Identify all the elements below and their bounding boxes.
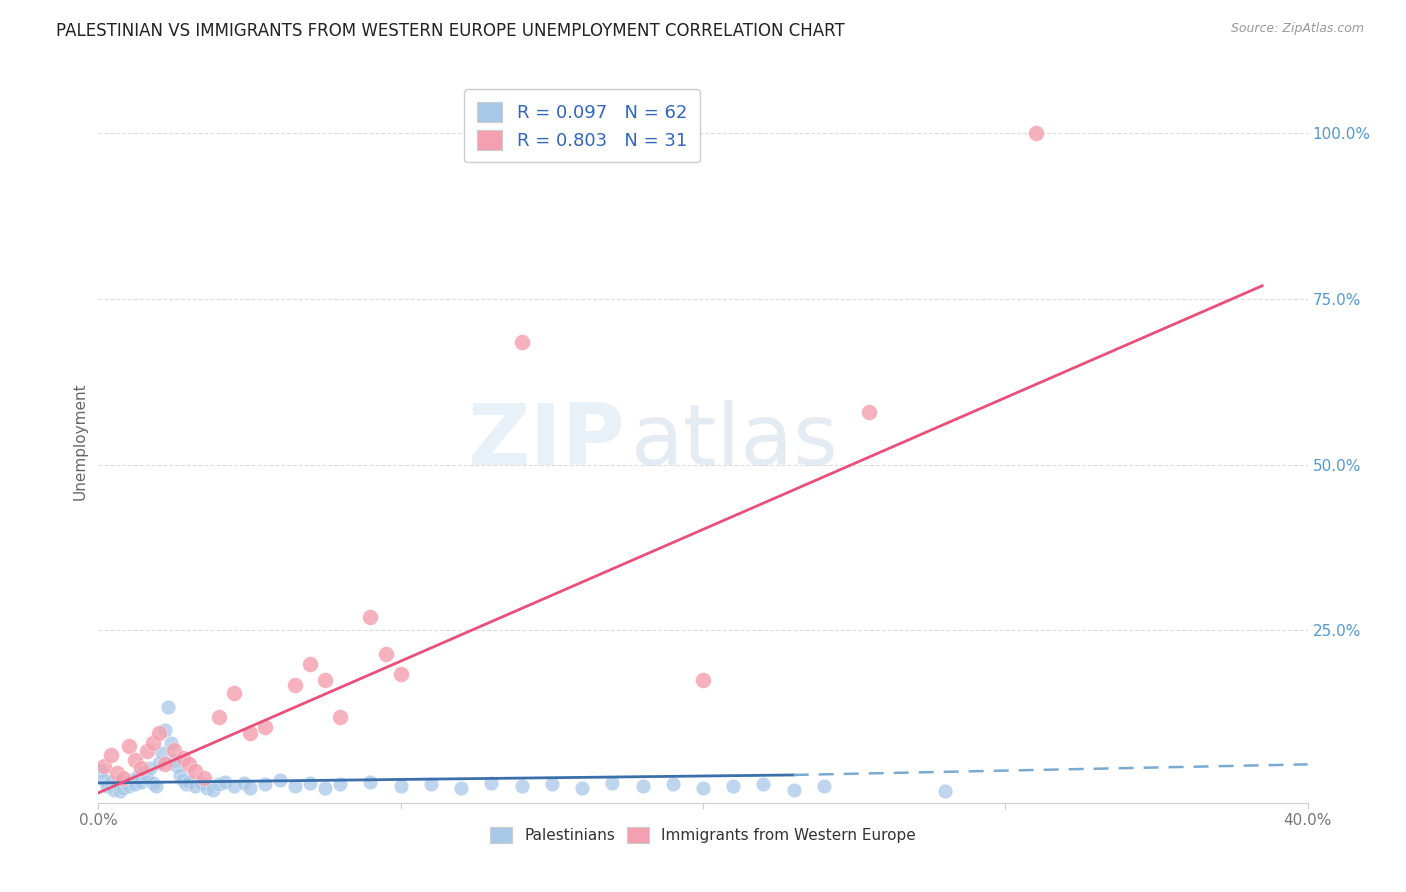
- Point: [184, 779, 207, 793]
- Point: [202, 782, 225, 797]
- Point: [172, 772, 194, 787]
- Point: [329, 777, 352, 791]
- Point: [179, 774, 201, 789]
- Point: [148, 726, 170, 740]
- Point: [118, 739, 141, 754]
- Point: [93, 759, 115, 773]
- Point: [450, 781, 472, 796]
- Point: [193, 771, 215, 785]
- Point: [389, 666, 412, 681]
- Point: [184, 764, 207, 778]
- Point: [135, 744, 157, 758]
- Point: [723, 779, 745, 793]
- Point: [132, 766, 155, 780]
- Point: [239, 726, 262, 740]
- Point: [160, 736, 183, 750]
- Point: [602, 776, 624, 790]
- Point: [100, 747, 122, 762]
- Point: [314, 673, 336, 688]
- Point: [284, 678, 307, 692]
- Point: [142, 736, 165, 750]
- Point: [163, 753, 186, 767]
- Point: [190, 776, 212, 790]
- Point: [114, 776, 136, 790]
- Point: [129, 774, 152, 789]
- Text: Source: ZipAtlas.com: Source: ZipAtlas.com: [1230, 22, 1364, 36]
- Point: [121, 772, 143, 787]
- Point: [481, 776, 503, 790]
- Point: [129, 761, 152, 775]
- Point: [374, 647, 396, 661]
- Point: [692, 673, 714, 688]
- Point: [299, 657, 322, 671]
- Point: [150, 746, 173, 760]
- Point: [208, 777, 231, 791]
- Point: [174, 777, 197, 791]
- Point: [118, 779, 141, 793]
- Point: [90, 764, 112, 778]
- Point: [145, 779, 167, 793]
- Text: atlas: atlas: [630, 400, 838, 483]
- Point: [752, 777, 775, 791]
- Text: ZIP: ZIP: [467, 400, 624, 483]
- Point: [195, 781, 218, 796]
- Point: [329, 709, 352, 723]
- Point: [253, 720, 276, 734]
- Point: [139, 761, 162, 775]
- Point: [153, 757, 176, 772]
- Point: [510, 779, 533, 793]
- Point: [214, 774, 236, 789]
- Point: [208, 709, 231, 723]
- Point: [813, 779, 835, 793]
- Point: [166, 759, 188, 773]
- Point: [153, 723, 176, 737]
- Point: [156, 699, 179, 714]
- Legend: Palestinians, Immigrants from Western Europe: Palestinians, Immigrants from Western Eu…: [484, 821, 922, 849]
- Point: [169, 768, 191, 782]
- Point: [571, 781, 593, 796]
- Point: [224, 686, 246, 700]
- Point: [172, 750, 194, 764]
- Point: [103, 782, 125, 797]
- Point: [253, 777, 276, 791]
- Point: [148, 756, 170, 770]
- Point: [360, 774, 382, 789]
- Point: [93, 772, 115, 787]
- Point: [661, 777, 683, 791]
- Point: [858, 405, 880, 419]
- Point: [934, 784, 956, 798]
- Point: [540, 777, 562, 791]
- Point: [111, 781, 134, 796]
- Point: [179, 757, 201, 772]
- Point: [105, 777, 128, 791]
- Point: [163, 743, 186, 757]
- Point: [100, 774, 122, 789]
- Point: [124, 753, 146, 767]
- Point: [135, 771, 157, 785]
- Point: [142, 776, 165, 790]
- Point: [420, 777, 443, 791]
- Point: [232, 776, 254, 790]
- Point: [108, 784, 131, 798]
- Point: [111, 771, 134, 785]
- Point: [299, 776, 322, 790]
- Point: [631, 779, 654, 793]
- Point: [96, 779, 118, 793]
- Point: [783, 782, 806, 797]
- Point: [105, 766, 128, 780]
- Point: [124, 777, 146, 791]
- Point: [239, 781, 262, 796]
- Point: [284, 779, 307, 793]
- Point: [692, 781, 714, 796]
- Point: [314, 781, 336, 796]
- Point: [224, 779, 246, 793]
- Point: [389, 779, 412, 793]
- Point: [127, 769, 149, 783]
- Text: PALESTINIAN VS IMMIGRANTS FROM WESTERN EUROPE UNEMPLOYMENT CORRELATION CHART: PALESTINIAN VS IMMIGRANTS FROM WESTERN E…: [56, 22, 845, 40]
- Y-axis label: Unemployment: Unemployment: [72, 383, 87, 500]
- Point: [1024, 126, 1046, 140]
- Point: [360, 610, 382, 624]
- Point: [510, 335, 533, 350]
- Point: [269, 772, 291, 787]
